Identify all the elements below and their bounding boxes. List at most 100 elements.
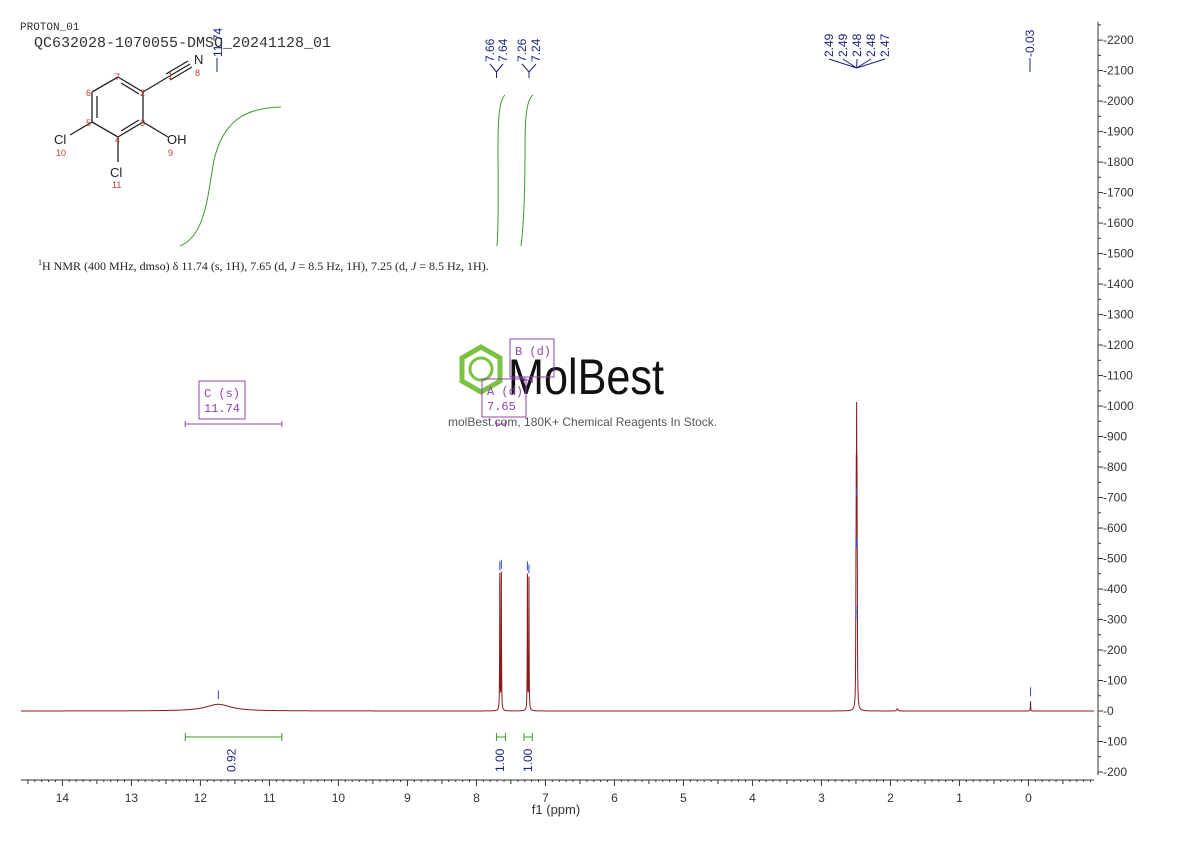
x-tick-label: 9 bbox=[404, 791, 411, 805]
y-tick-label: -1000 bbox=[1103, 399, 1134, 413]
spectrum-line bbox=[21, 402, 1094, 712]
x-axis-label: f1 (ppm) bbox=[532, 802, 580, 817]
y-tick-label: -700 bbox=[1103, 491, 1127, 505]
peak-label-oh: 11.74 bbox=[211, 28, 225, 57]
multiplet-box bbox=[198, 380, 246, 420]
watermark-logo-ring-icon bbox=[468, 356, 494, 382]
x-tick-label: 4 bbox=[749, 791, 756, 805]
nmr-description-j2: J bbox=[411, 259, 417, 273]
peak-label-aromatic: 7.64 bbox=[496, 38, 510, 62]
multiplet-annotations: C (s)11.74 A (d)7.65 B (d) bbox=[184, 338, 555, 427]
peak-label-connector-solvent bbox=[828, 58, 886, 69]
integral-value-label: 0.92 bbox=[224, 748, 238, 772]
y-tick-label: -1900 bbox=[1103, 125, 1134, 139]
atom-cl11-number: 11 bbox=[112, 180, 121, 190]
atom-n-label: N bbox=[194, 52, 203, 67]
y-tick-label: -1100 bbox=[1103, 369, 1133, 383]
y-tick-label: -2000 bbox=[1103, 94, 1134, 108]
spectrum-plot bbox=[21, 402, 1094, 712]
peak-label-tms: -0.03 bbox=[1023, 29, 1037, 57]
multiplet-box bbox=[481, 378, 527, 418]
y-tick-label: -1700 bbox=[1103, 186, 1134, 200]
y-tick-label: -1600 bbox=[1103, 216, 1134, 230]
y-tick-label: -300 bbox=[1103, 613, 1127, 627]
watermark-logo-icon bbox=[459, 344, 503, 395]
nmr-description: 1H NMR (400 MHz, dmso) δ 11.74 (s, 1H), … bbox=[38, 258, 489, 273]
x-tick-label: 10 bbox=[332, 791, 346, 805]
y-tick-label: -1200 bbox=[1103, 338, 1134, 352]
carbon-2-number: 2 bbox=[140, 88, 145, 98]
carbon-1-number: 1 bbox=[168, 71, 173, 81]
y-tick-label: -900 bbox=[1103, 430, 1127, 444]
nmr-description-j1: J bbox=[290, 259, 296, 273]
x-tick-label: 13 bbox=[125, 791, 139, 805]
y-tick-label: -2100 bbox=[1103, 64, 1134, 78]
atom-cl11-label: Cl bbox=[110, 165, 122, 180]
x-tick-label: 8 bbox=[473, 791, 480, 805]
watermark: MolBest molBest.com, 180K+ Chemical Reag… bbox=[448, 344, 717, 429]
multiplet-value: 11.74 bbox=[204, 402, 240, 416]
x-tick-label: 0 bbox=[1025, 791, 1032, 805]
x-tick-label: 11 bbox=[263, 791, 276, 805]
peak-label-connector-aromatic bbox=[489, 63, 537, 78]
chemical-structure bbox=[69, 60, 193, 162]
x-tick-label: 3 bbox=[818, 791, 825, 805]
x-tick-label: 7 bbox=[542, 791, 549, 805]
multiplet-name: C (s) bbox=[204, 387, 240, 401]
x-tick-label: 5 bbox=[680, 791, 687, 805]
peak-labels: 7.66 7.64 7.26 7.24 2.49 2.49 2.48 2.48 2.4711.7… bbox=[211, 28, 1037, 78]
peak-label-aromatic: 7.24 bbox=[529, 38, 543, 62]
watermark-tagline: molBest.com, 180K+ Chemical Reagents In … bbox=[448, 415, 717, 429]
y-tick-label: -800 bbox=[1103, 460, 1127, 474]
y-tick-label: -2200 bbox=[1103, 33, 1134, 47]
atom-oh-number: 9 bbox=[168, 148, 173, 158]
y-tick-label: -1800 bbox=[1103, 155, 1134, 169]
peak-label-aromatic: 7.26 bbox=[515, 38, 529, 62]
peak-label-solvent: 2.48 bbox=[864, 33, 878, 57]
atom-n-number: 8 bbox=[195, 68, 200, 78]
y-tick-label: -400 bbox=[1103, 582, 1127, 596]
peak-label-aromatic: 7.66 bbox=[483, 38, 497, 62]
y-tick-label: -200 bbox=[1103, 765, 1127, 779]
atom-cl10-label: Cl bbox=[54, 132, 66, 147]
nmr-description-prefix: H NMR (400 MHz, dmso) δ 11.74 (s, 1H), 7… bbox=[42, 259, 290, 273]
carbon-3-number: 3 bbox=[140, 118, 145, 128]
multiplet-name: A (d) bbox=[487, 385, 523, 399]
y-tick-label: -0 bbox=[1103, 704, 1114, 718]
y-tick-label: -1500 bbox=[1103, 247, 1134, 261]
nmr-description-mid: = 8.5 Hz, 1H), 7.25 (d, bbox=[296, 259, 411, 273]
peak-label-solvent: 2.49 bbox=[836, 33, 850, 57]
x-tick-label: 14 bbox=[56, 791, 70, 805]
integral-value-label: 1.00 bbox=[493, 748, 507, 772]
peak-label-solvent: 2.47 bbox=[878, 33, 892, 57]
x-tick-label: 1 bbox=[956, 791, 963, 805]
atom-cl10-number: 10 bbox=[56, 148, 66, 158]
carbon-4-number: 4 bbox=[115, 135, 120, 145]
carbon-5-number: 5 bbox=[86, 118, 91, 128]
x-tick-label: 6 bbox=[611, 791, 618, 805]
y-tick-label: -1400 bbox=[1103, 277, 1134, 291]
structure-labels: N 8 OH 9 Cl 10 Cl 11 1 2 3 4 5 6 7 bbox=[54, 52, 203, 190]
y-tick-label: -100 bbox=[1103, 674, 1127, 688]
peak-label-solvent: 2.49 bbox=[822, 33, 836, 57]
carbon-6-number: 6 bbox=[86, 88, 91, 98]
peak-label-solvent: 2.48 bbox=[850, 33, 864, 57]
integral-curves-upper bbox=[179, 94, 534, 247]
experiment-name: PROTON_01 bbox=[20, 22, 80, 34]
integral-value-label: 1.00 bbox=[521, 748, 535, 772]
y-tick-label: -600 bbox=[1103, 521, 1127, 535]
y-tick-label: -100 bbox=[1103, 734, 1127, 748]
y-tick-label: -1300 bbox=[1103, 308, 1134, 322]
x-tick-label: 2 bbox=[887, 791, 894, 805]
y-tick-label: -200 bbox=[1103, 643, 1127, 657]
x-tick-label: 12 bbox=[194, 791, 208, 805]
nmr-description-sup: 1 bbox=[38, 258, 42, 267]
sample-name: QC632028-1070055-DMSO_20241128_01 bbox=[34, 35, 331, 52]
carbon-7-number: 7 bbox=[115, 72, 120, 82]
y-tick-label: -500 bbox=[1103, 552, 1127, 566]
multiplet-name: B (d) bbox=[515, 345, 551, 359]
atom-oh-label: OH bbox=[167, 132, 187, 147]
integrals: 0.92 1.00 1.00 bbox=[184, 733, 535, 772]
multiplet-value: 7.65 bbox=[487, 400, 516, 414]
